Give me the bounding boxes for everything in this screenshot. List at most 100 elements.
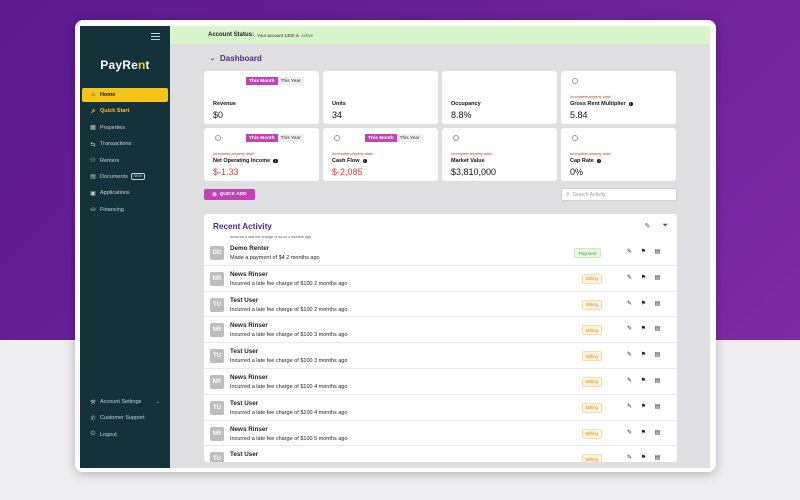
archive-icon[interactable]: ▤	[654, 249, 661, 255]
sidebar-item-logout[interactable]: ⏻ Logout	[82, 428, 168, 442]
sidebar-item-customer-support[interactable]: ✆ Customer Support	[82, 411, 168, 425]
metric-value: 34	[332, 110, 343, 120]
sidebar-item-documents[interactable]: ▤ Documents NEW	[82, 170, 168, 184]
flag-icon[interactable]: ⚑	[640, 326, 647, 333]
activity-row: TU Test User Incurred a late fee charge of…	[204, 292, 677, 318]
metric-value: $0	[213, 110, 224, 120]
sidebar-item-label: Logout	[100, 431, 117, 438]
hamburger-menu-icon[interactable]	[151, 33, 160, 41]
info-icon[interactable]: i	[628, 101, 634, 107]
pin-icon[interactable]: ✎	[626, 274, 633, 281]
toggle-this-month[interactable]: This Month	[365, 134, 397, 142]
main-content: Account Status: Your account 1300 is Act…	[170, 26, 710, 468]
status-text: Your account 1300 is	[257, 32, 299, 38]
application-icon: ▣	[90, 190, 96, 197]
search-activity-input[interactable]: ⚲ Search Activity	[561, 188, 677, 201]
metric-label-text: Revenue	[213, 101, 236, 107]
flag-icon[interactable]: ⚑	[640, 455, 647, 462]
dashboard-header[interactable]: ⌄ Dashboard	[210, 54, 262, 63]
pin-icon[interactable]: ✎	[626, 377, 633, 384]
info-icon[interactable]: i	[362, 158, 368, 164]
sidebar: PayRent ⌂ Home ➚ Quick Start ▦ Properties ⇆ Tra…	[80, 26, 170, 468]
pin-icon[interactable]: ✎	[644, 223, 651, 230]
activity-name: News Rinser	[230, 373, 268, 381]
metric-card-occupancy: Occupancy 8.8%	[442, 71, 557, 124]
sidebar-item-renters[interactable]: ⚇ Renters	[82, 154, 168, 168]
toggle-this-year[interactable]: This Year	[277, 77, 304, 85]
sidebar-item-label: Transactions	[100, 141, 132, 148]
archive-icon[interactable]: ▤	[654, 403, 661, 410]
pin-icon[interactable]: ✎	[626, 429, 633, 436]
toggle-this-month[interactable]: This Month	[246, 134, 278, 142]
metric-label: Gross Rent Multiplier i	[570, 101, 634, 107]
metric-card-units: Units 34	[323, 71, 438, 124]
toggle-this-year[interactable]: This Year	[396, 134, 423, 142]
archive-icon[interactable]: ▤	[654, 274, 661, 281]
transfer-icon: ⇆	[90, 141, 96, 148]
metric-label-text: Units	[332, 101, 346, 107]
quick-add-button[interactable]: ⊞ QUICK ADD	[204, 189, 255, 200]
toggle-this-year[interactable]: This Year	[277, 134, 304, 142]
sidebar-item-properties[interactable]: ▦ Properties	[82, 121, 168, 135]
metric-value: $-1.33	[213, 167, 239, 177]
pin-icon[interactable]: ✎	[626, 455, 633, 462]
app-logo[interactable]: PayRent	[100, 58, 150, 72]
period-toggle: This Month This Year	[365, 134, 423, 142]
archive-icon[interactable]: ▤	[654, 429, 661, 436]
activity-name: News Rinser	[230, 270, 268, 278]
activity-badge: Billing	[582, 299, 602, 310]
info-icon[interactable]: i	[273, 158, 278, 164]
flag-icon[interactable]: ⚑	[640, 300, 647, 307]
pin-icon[interactable]: ✎	[626, 249, 633, 255]
sidebar-item-quick-start[interactable]: ➚ Quick Start	[82, 104, 168, 118]
incomplete-data-warning: Incomplete property data!	[570, 95, 611, 99]
archive-icon[interactable]: ▤	[654, 326, 661, 333]
building-icon: ▦	[90, 125, 96, 132]
activity-row: TU Test User Incurred a late fee charge of…	[204, 395, 677, 421]
pin-icon[interactable]: ✎	[626, 403, 633, 410]
activity-description: Made a payment of $4 2 months ago	[230, 255, 320, 261]
account-status-bar: Account Status: Your account 1300 is Act…	[170, 26, 710, 44]
sidebar-item-label: Account Settings	[100, 399, 142, 405]
power-icon: ⏻	[90, 431, 96, 438]
activity-badge: Billing	[582, 273, 602, 284]
metric-card-gross-rent-multiplier: Incomplete property data! Gross Rent Mult…	[561, 71, 676, 124]
sidebar-item-applications[interactable]: ▣ Applications	[82, 186, 168, 200]
row-actions: ✎ ⚑ ▤	[626, 377, 661, 384]
filter-icon[interactable]: ⏷	[662, 222, 668, 229]
avatar: NR	[210, 374, 224, 389]
lock-icon: ⛀	[90, 207, 96, 214]
flag-icon[interactable]: ⚑	[640, 429, 647, 436]
pin-icon[interactable]: ✎	[626, 300, 633, 307]
activity-description: Incurred a late fee charge of $100 4 mon…	[230, 383, 348, 390]
archive-icon[interactable]: ▤	[654, 352, 661, 359]
support-icon: ✆	[90, 415, 96, 422]
flag-icon[interactable]: ⚑	[640, 249, 647, 255]
pin-icon[interactable]: ✎	[626, 326, 633, 333]
flag-icon[interactable]: ⚑	[640, 274, 647, 281]
avatar: NR	[210, 426, 224, 441]
flag-icon[interactable]: ⚑	[640, 377, 647, 384]
flag-icon[interactable]: ⚑	[640, 403, 647, 410]
status-state: Active	[300, 32, 314, 38]
archive-icon[interactable]: ▤	[654, 455, 661, 462]
row-actions: ✎ ⚑ ▤	[626, 274, 661, 281]
people-icon: ⚇	[90, 158, 96, 165]
archive-icon[interactable]: ▤	[654, 377, 661, 384]
toggle-this-month[interactable]: This Month	[246, 77, 278, 85]
flag-icon[interactable]: ⚑	[640, 352, 647, 359]
sidebar-item-home[interactable]: ⌂ Home	[82, 88, 168, 102]
pin-icon[interactable]: ✎	[626, 352, 633, 359]
metric-label-text: Occupancy	[451, 101, 481, 107]
sidebar-item-label: Applications	[100, 190, 130, 197]
sidebar-item-account-settings[interactable]: ⚒ Account Settings ⌄	[82, 395, 168, 409]
sidebar-item-label: Financing	[100, 206, 124, 213]
sidebar-item-financing[interactable]: ⛀ Financing	[82, 203, 168, 217]
archive-icon[interactable]: ▤	[654, 300, 661, 307]
info-icon[interactable]: i	[596, 158, 602, 164]
loading-icon	[572, 135, 578, 141]
avatar: TU	[210, 297, 224, 312]
home-icon: ⌂	[91, 92, 95, 98]
sidebar-item-transactions[interactable]: ⇆ Transactions	[82, 137, 168, 151]
row-actions: ✎ ⚑ ▤	[626, 325, 661, 332]
